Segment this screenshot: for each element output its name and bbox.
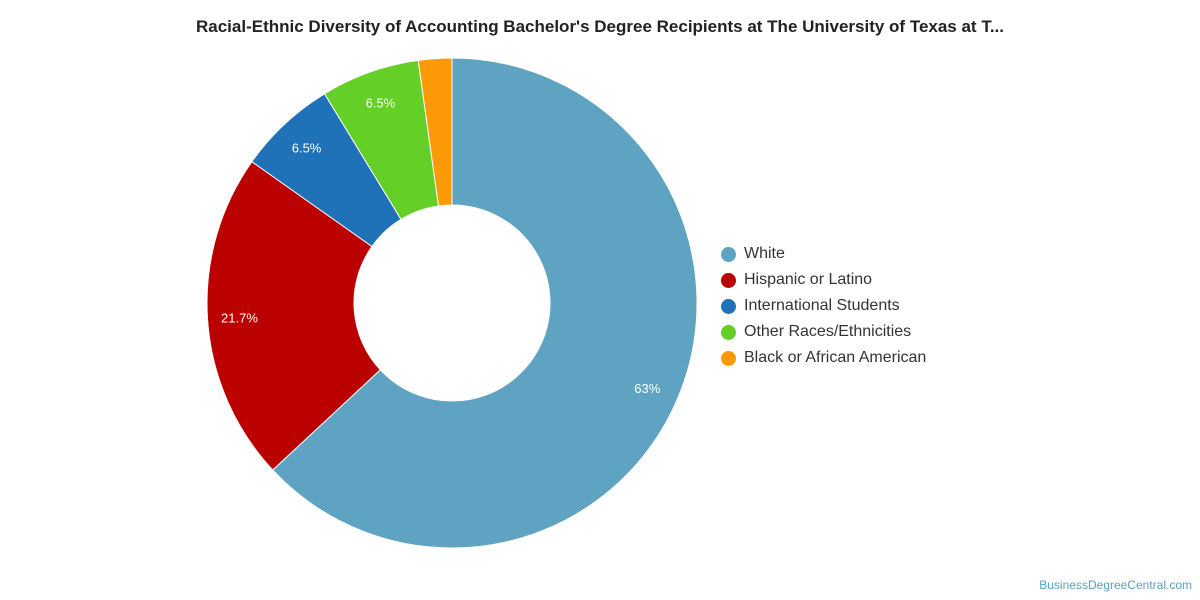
slice-hispanic-or-latino[interactable] xyxy=(206,160,382,471)
legend-item-international-students[interactable]: International Students xyxy=(721,293,926,319)
legend-label: Black or African American xyxy=(744,349,927,366)
legend: White Hispanic or Latino International Stu… xyxy=(721,241,926,371)
legend-label: White xyxy=(744,245,785,262)
legend-item-other-races-ethnicities[interactable]: Other Races/Ethnicities xyxy=(721,319,926,345)
legend-swatch-icon xyxy=(721,350,736,366)
legend-label: Hispanic or Latino xyxy=(744,271,873,288)
legend-swatch-icon xyxy=(721,324,736,340)
slice-labels-group: 63% 21.7% 6.5% 6.5% xyxy=(221,95,661,396)
legend-label: Other Races/Ethnicities xyxy=(744,323,912,340)
chart-title: Racial-Ethnic Diversity of Accounting Ba… xyxy=(196,17,1004,36)
slice-label-hispanic-or-latino: 21.7% xyxy=(221,310,258,325)
legend-swatch-icon xyxy=(721,298,736,314)
slice-label-white: 63% xyxy=(634,381,660,396)
slice-white[interactable] xyxy=(272,57,698,549)
source-credit[interactable]: BusinessDegreeCentral.com xyxy=(1039,578,1192,592)
slices-group xyxy=(206,57,698,549)
slice-label-other-races-ethnicities: 6.5% xyxy=(366,95,396,110)
legend-item-hispanic-or-latino[interactable]: Hispanic or Latino xyxy=(721,267,926,293)
legend-item-white[interactable]: White xyxy=(721,241,926,267)
legend-swatch-icon xyxy=(721,246,736,262)
legend-swatch-icon xyxy=(721,272,736,288)
slice-label-international-students: 6.5% xyxy=(292,140,322,155)
legend-label: International Students xyxy=(744,297,900,314)
legend-item-black-or-african-american[interactable]: Black or African American xyxy=(721,345,926,371)
slice-black-or-african-american[interactable] xyxy=(417,57,453,207)
